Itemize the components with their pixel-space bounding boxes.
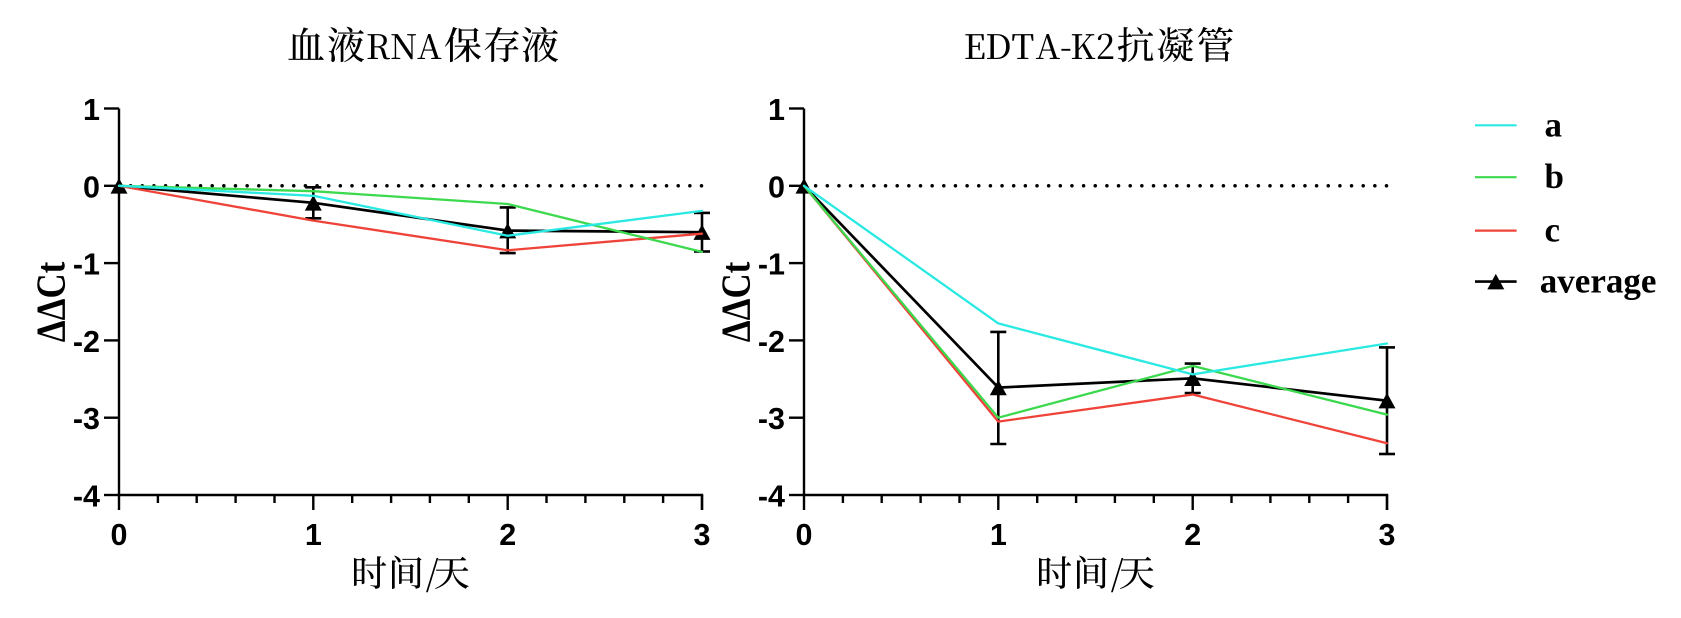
svg-text:-3: -3 <box>73 402 100 436</box>
svg-text:1: 1 <box>990 518 1007 552</box>
svg-text:-2: -2 <box>758 325 785 359</box>
svg-text:2: 2 <box>1184 518 1201 552</box>
svg-text:1: 1 <box>83 93 100 127</box>
svg-text:3: 3 <box>1379 518 1396 552</box>
svg-text:0: 0 <box>111 518 128 552</box>
svg-text:-4: -4 <box>73 480 100 514</box>
svg-text:1: 1 <box>768 93 785 127</box>
svg-text:2: 2 <box>499 518 516 552</box>
svg-text:1: 1 <box>305 518 322 552</box>
svg-text:0: 0 <box>768 170 785 204</box>
svg-text:b: b <box>1545 157 1564 196</box>
svg-text:-3: -3 <box>758 402 785 436</box>
svg-text:a: a <box>1545 105 1563 144</box>
svg-text:0: 0 <box>796 518 813 552</box>
svg-text:0: 0 <box>83 170 100 204</box>
svg-text:3: 3 <box>694 518 711 552</box>
svg-text:average: average <box>1540 262 1657 301</box>
svg-text:-1: -1 <box>758 248 785 282</box>
svg-text:-1: -1 <box>73 248 100 282</box>
svg-text:ΔΔCt: ΔΔCt <box>27 261 73 342</box>
svg-text:-4: -4 <box>758 480 785 514</box>
svg-text:-2: -2 <box>73 325 100 359</box>
svg-text:c: c <box>1545 211 1561 250</box>
svg-text:ΔΔCt: ΔΔCt <box>713 261 759 342</box>
